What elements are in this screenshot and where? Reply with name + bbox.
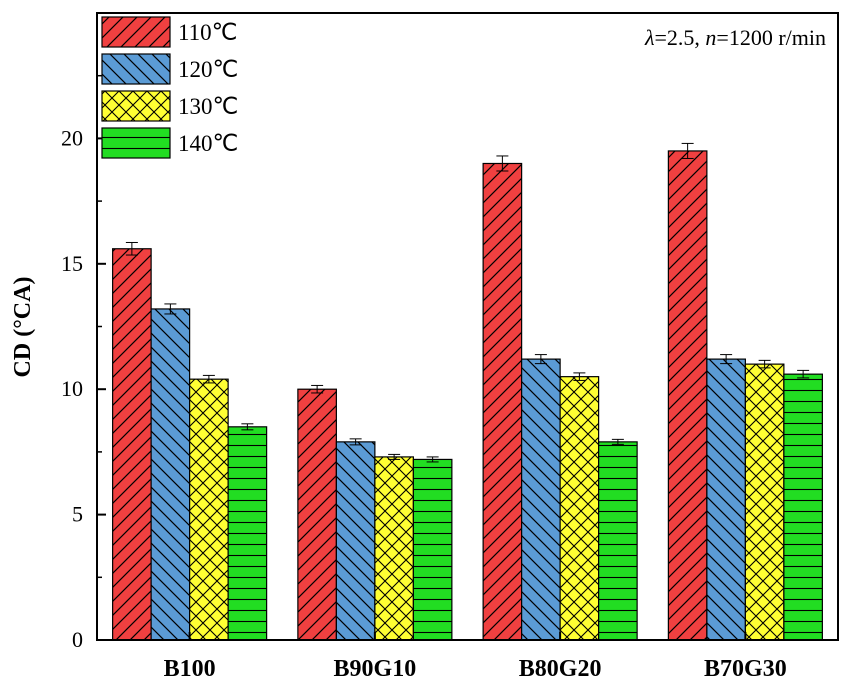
legend: 110℃ 120℃ 130℃ 140℃ (101, 16, 238, 159)
bar (227, 426, 268, 641)
bar (112, 248, 152, 641)
lambda-value: =2.5, (655, 25, 706, 50)
bar (412, 458, 453, 641)
legend-label: 110℃ (178, 20, 237, 45)
bar (706, 358, 746, 641)
y-tick-label: 0 (72, 627, 83, 652)
x-tick-label: B100 (164, 656, 216, 682)
x-tick-label: B70G30 (704, 656, 787, 682)
bar (374, 456, 414, 641)
bar (297, 388, 337, 641)
lambda-symbol: λ (644, 25, 655, 50)
x-tick-label: B90G10 (334, 656, 417, 682)
y-tick-label: 15 (61, 251, 83, 276)
x-tick-label: B80G20 (519, 656, 602, 682)
n-value: =1200 r/min (716, 25, 826, 50)
bars-layer (112, 142, 823, 641)
x-ticks: B100 B90G10 B80G20 B70G30 (164, 632, 787, 682)
n-symbol: n (705, 25, 716, 50)
legend-swatch (101, 16, 171, 48)
annotation-conditions: λ=2.5, n=1200 r/min (644, 25, 826, 50)
bar (744, 363, 785, 641)
bar (482, 162, 523, 641)
bar (189, 378, 229, 641)
bar (667, 150, 708, 641)
legend-swatch (101, 53, 171, 85)
legend-label: 130℃ (178, 94, 238, 119)
bar (335, 441, 376, 641)
y-tick-label: 5 (72, 502, 83, 527)
legend-label: 140℃ (178, 131, 238, 156)
legend-swatch (101, 127, 171, 159)
bar (150, 308, 191, 641)
bar (521, 358, 561, 641)
bar (598, 441, 638, 641)
legend-swatch (101, 90, 171, 122)
bar (559, 376, 600, 641)
y-ticks: 0 5 10 15 20 (61, 74, 106, 652)
y-tick-label: 10 (61, 376, 83, 401)
bar (783, 373, 823, 641)
y-tick-label: 20 (61, 125, 83, 150)
legend-label: 120℃ (178, 57, 238, 82)
y-axis-label: CD (°CA) (10, 277, 36, 378)
